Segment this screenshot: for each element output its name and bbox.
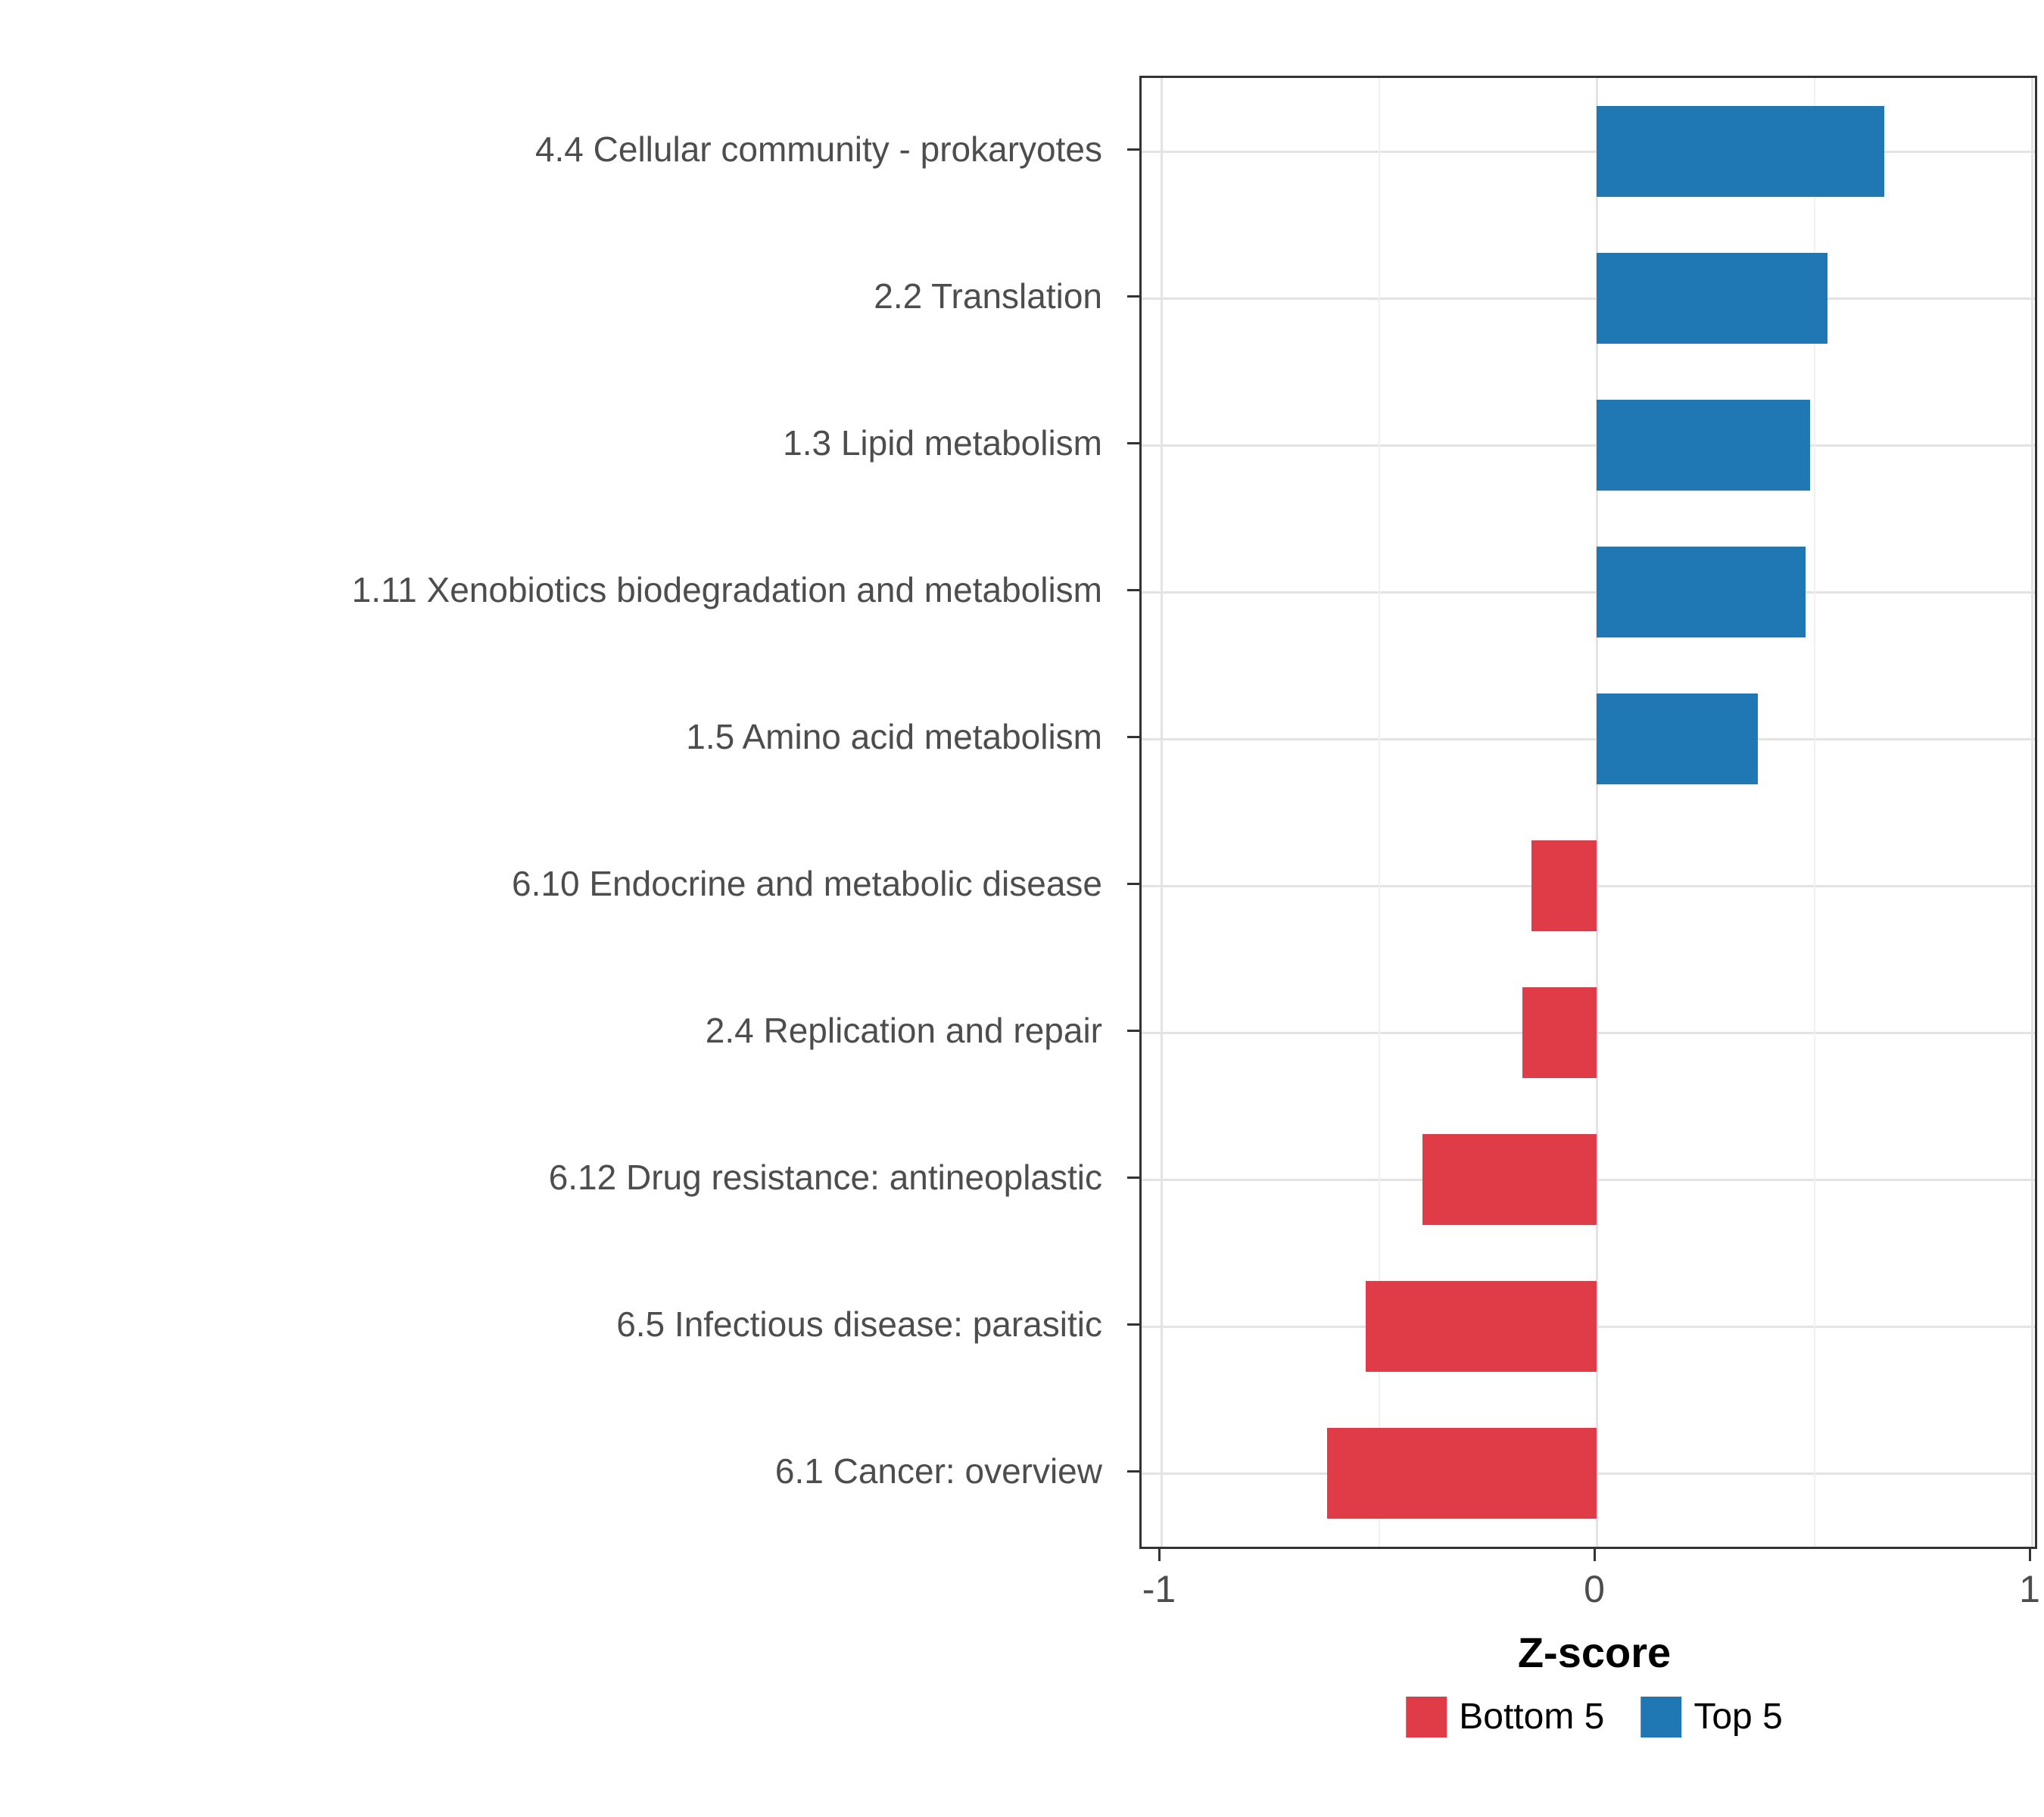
gridline-horizontal — [1142, 738, 2035, 740]
gridline-horizontal — [1142, 298, 2035, 300]
gridline-vertical-minor — [1813, 78, 1815, 1547]
bar — [1597, 253, 1827, 344]
y-axis-label: 1.11 Xenobiotics biodegradation and meta… — [351, 570, 1102, 609]
y-axis-label: 2.2 Translation — [874, 276, 1102, 316]
legend-label-bottom5: Bottom 5 — [1459, 1697, 1605, 1737]
bar — [1326, 1428, 1597, 1519]
y-axis-tick — [1127, 148, 1139, 151]
y-axis-tick — [1127, 1176, 1139, 1179]
y-axis-tick — [1127, 1469, 1139, 1473]
bar — [1597, 106, 1884, 197]
legend-swatch-bottom5 — [1406, 1696, 1447, 1738]
bar — [1597, 400, 1810, 491]
y-axis-tick — [1127, 882, 1139, 885]
y-axis-label: 1.3 Lipid metabolism — [783, 423, 1102, 463]
legend: Bottom 5 Top 5 — [1406, 1696, 1783, 1738]
y-axis-label: 2.4 Replication and repair — [705, 1011, 1102, 1050]
y-axis-tick — [1127, 295, 1139, 298]
y-axis-label: 6.5 Infectious disease: parasitic — [616, 1304, 1102, 1344]
bars-layer — [1142, 78, 2035, 1547]
y-axis-label: 4.4 Cellular community - prokaryotes — [534, 129, 1102, 169]
x-axis-title: Z-score — [1517, 1628, 1672, 1676]
x-axis-tick — [1158, 1549, 1161, 1561]
gridline-horizontal — [1142, 591, 2035, 594]
y-axis-label: 6.12 Drug resistance: antineoplastic — [548, 1158, 1102, 1197]
gridline-horizontal — [1142, 444, 2035, 447]
y-axis-label: 1.5 Amino acid metabolism — [686, 717, 1102, 756]
y-axis-label: 6.10 Endocrine and metabolic disease — [512, 864, 1102, 903]
bar — [1522, 987, 1597, 1078]
x-axis-tick-label: 1 — [2019, 1568, 2040, 1610]
bar — [1422, 1134, 1597, 1225]
x-axis-tick-label: -1 — [1142, 1568, 1176, 1610]
gridline-vertical-minor — [1378, 78, 1380, 1547]
gridline-horizontal — [1142, 151, 2035, 153]
bar — [1531, 840, 1597, 931]
bar — [1597, 693, 1758, 784]
x-axis-tick — [2028, 1549, 2031, 1561]
x-axis-tick-label: 0 — [1584, 1568, 1605, 1610]
legend-item-top5: Top 5 — [1640, 1696, 1783, 1738]
gridline-vertical-major — [1595, 78, 1598, 1547]
y-axis-labels: 4.4 Cellular community - prokaryotes 2.2 … — [0, 76, 1114, 1544]
legend-swatch-top5 — [1640, 1696, 1682, 1738]
y-axis-tick — [1127, 441, 1139, 444]
bar — [1366, 1281, 1597, 1372]
gridline-vertical-major — [2030, 78, 2033, 1547]
x-axis-tick — [1593, 1549, 1596, 1561]
y-axis-tick — [1127, 588, 1139, 591]
plot-panel — [1139, 76, 2037, 1549]
gridline-vertical-major — [1160, 78, 1163, 1547]
bar — [1597, 547, 1806, 637]
y-axis-tick — [1127, 1323, 1139, 1326]
y-axis-tick — [1127, 735, 1139, 738]
y-axis-tick — [1127, 1029, 1139, 1032]
y-axis-label: 6.1 Cancer: overview — [774, 1451, 1102, 1491]
legend-label-top5: Top 5 — [1693, 1697, 1783, 1737]
legend-item-bottom5: Bottom 5 — [1406, 1696, 1604, 1738]
